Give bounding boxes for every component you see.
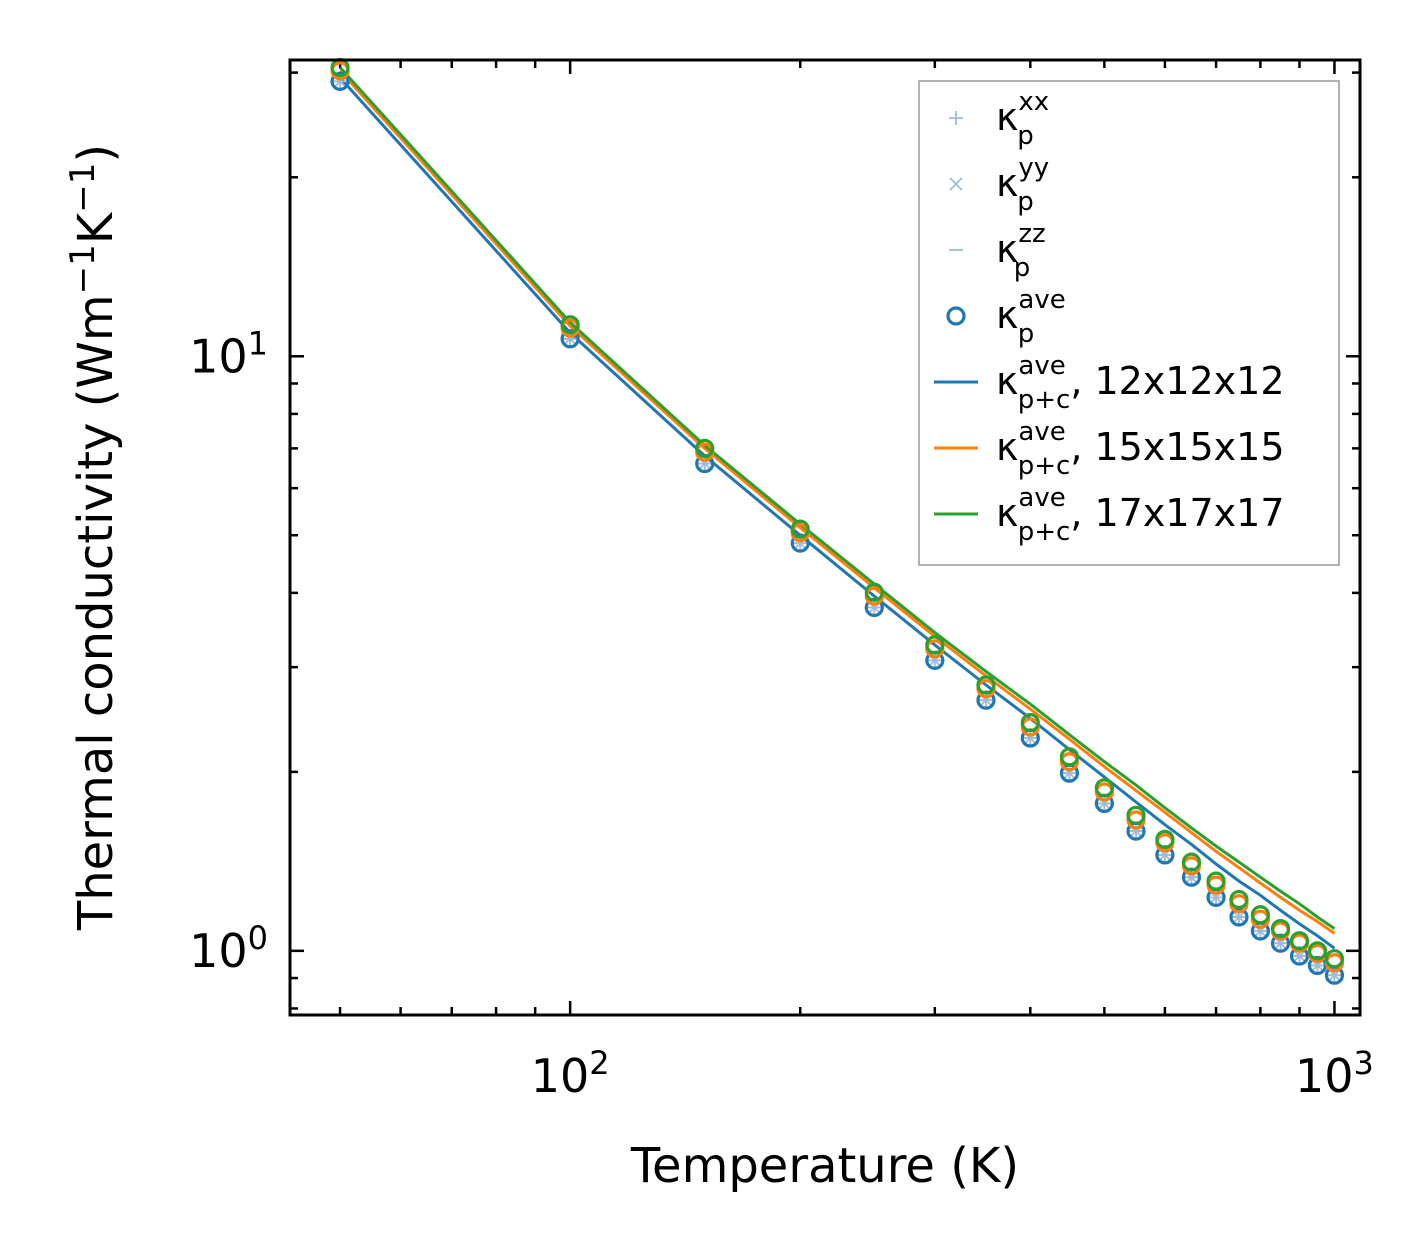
legend-entry-zz: κzz p bbox=[949, 219, 1046, 283]
legend-marker-ave bbox=[946, 306, 966, 326]
data-point-ave-17x17x17 bbox=[976, 675, 996, 695]
x-tick-label: 103 bbox=[1295, 1044, 1374, 1103]
data-point-ave-17x17x17 bbox=[1229, 889, 1249, 910]
legend-label-12x12x12: κave p+c, 12x12x12 bbox=[996, 351, 1285, 415]
data-point-ave-17x17x17 bbox=[1206, 871, 1226, 891]
y-axis-label-exp2: −1 bbox=[63, 163, 103, 213]
legend-entry-line-17x17x17: κave p+c, 17x17x17 bbox=[934, 483, 1285, 547]
legend-marker-xx bbox=[949, 111, 963, 125]
data-point-ave-17x17x17 bbox=[1307, 941, 1328, 961]
data-point-ave-17x17x17 bbox=[1324, 949, 1345, 969]
data-point-ave bbox=[790, 533, 810, 553]
legend-subscript: p bbox=[1017, 121, 1034, 151]
legend-box bbox=[918, 80, 1340, 566]
y-tick-label-exp: 1 bbox=[248, 324, 268, 362]
x-tick-label-base: 10 bbox=[1295, 1049, 1354, 1103]
legend-symbol: κ bbox=[996, 95, 1018, 139]
data-point-ave bbox=[330, 71, 350, 91]
data-point-ave-17x17x17 bbox=[1020, 713, 1040, 733]
legend-label-yy: κyy p bbox=[996, 153, 1049, 217]
data-point-ave-17x17x17 bbox=[1270, 918, 1291, 939]
x-axis-label: Temperature (K) bbox=[630, 1138, 1019, 1194]
legend-superscript: xx bbox=[1018, 87, 1049, 117]
legend-entry-xx: κxx p bbox=[949, 87, 1049, 151]
data-point-ave-17x17x17 bbox=[1250, 905, 1270, 925]
legend-entry-ave: κave p bbox=[946, 285, 1066, 349]
legend-superscript: ave bbox=[1018, 417, 1065, 447]
legend-subscript: p+c bbox=[1018, 517, 1071, 547]
legend-symbol: κ bbox=[996, 227, 1018, 271]
data-point-ave-17x17x17 bbox=[1094, 778, 1114, 798]
legend-subscript: p+c bbox=[1018, 451, 1071, 481]
data-point-ave-17x17x17 bbox=[1289, 931, 1310, 951]
line-series-17x17x17 bbox=[338, 66, 1336, 930]
series-markers bbox=[330, 57, 1345, 985]
y-axis-label-mid: K bbox=[68, 211, 124, 244]
legend-superscript: ave bbox=[1018, 483, 1065, 513]
y-tick-label-exp: 0 bbox=[248, 919, 268, 957]
legend-suffix: , 17x17x17 bbox=[1070, 491, 1284, 535]
legend-superscript: yy bbox=[1018, 153, 1049, 183]
legend-symbol: κ bbox=[996, 425, 1018, 469]
y-tick-label: 100 bbox=[189, 919, 268, 978]
y-axis-label-main: Thermal conductivity (Wm bbox=[68, 294, 124, 931]
legend-label-xx: κxx p bbox=[996, 87, 1049, 151]
data-point-ave-17x17x17 bbox=[864, 582, 884, 602]
legend-subscript: p bbox=[1018, 319, 1035, 349]
x-tick-label-exp: 2 bbox=[589, 1044, 609, 1082]
y-tick-label-base: 10 bbox=[189, 924, 248, 978]
legend-symbol: κ bbox=[996, 293, 1018, 337]
y-tick-label: 101 bbox=[189, 324, 268, 383]
data-point-ave-17x17x17 bbox=[790, 519, 810, 539]
legend-subscript: p bbox=[1017, 187, 1034, 217]
y-axis-label-end: ) bbox=[68, 144, 124, 163]
legend-superscript: ave bbox=[1018, 285, 1065, 315]
legend-superscript: ave bbox=[1018, 351, 1065, 381]
legend-entry-line-15x15x15: κave p+c, 15x15x15 bbox=[934, 417, 1285, 481]
data-point-ave-17x17x17 bbox=[1059, 747, 1080, 767]
legend-symbol: κ bbox=[996, 491, 1018, 535]
y-axis-label-exp1: −1 bbox=[63, 244, 103, 294]
x-tick-label-exp: 3 bbox=[1354, 1044, 1374, 1082]
x-tick-label-base: 10 bbox=[531, 1049, 590, 1103]
legend-marker-yy bbox=[949, 177, 963, 191]
data-point-ave-17x17x17 bbox=[1155, 829, 1175, 849]
legend-label-ave: κave p bbox=[996, 285, 1066, 349]
legend-label-15x15x15: κave p+c, 15x15x15 bbox=[996, 417, 1285, 481]
y-tick-label-base: 10 bbox=[189, 329, 248, 383]
legend-subscript: p+c bbox=[1018, 385, 1071, 415]
legend-superscript: zz bbox=[1018, 219, 1045, 249]
series-lines bbox=[338, 66, 1336, 950]
data-point-ave-17x17x17 bbox=[1181, 852, 1202, 872]
legend-label-17x17x17: κave p+c, 17x17x17 bbox=[996, 483, 1285, 547]
data-point-ave-17x17x17 bbox=[1126, 805, 1146, 825]
legend-suffix: , 15x15x15 bbox=[1070, 425, 1284, 469]
legend-entry-line-12x12x12: κave p+c, 12x12x12 bbox=[934, 351, 1285, 415]
legend-label-zz: κzz p bbox=[996, 219, 1046, 283]
x-tick-label: 102 bbox=[531, 1044, 610, 1103]
data-point-ave-17x17x17 bbox=[925, 635, 945, 655]
data-point-ave-17x17x17 bbox=[695, 438, 715, 458]
legend-entry-yy: κyy p bbox=[949, 153, 1049, 217]
data-point-ave-17x17x17 bbox=[560, 315, 580, 335]
legend-symbol: κ bbox=[996, 359, 1018, 403]
y-axis-label: Thermal conductivity (Wm−1K−1) bbox=[63, 144, 124, 931]
line-series-15x15x15 bbox=[338, 69, 1336, 935]
line-series-12x12x12 bbox=[338, 76, 1336, 950]
legend-subscript: p bbox=[1014, 253, 1031, 283]
legend-suffix: , 12x12x12 bbox=[1070, 359, 1284, 403]
data-point-ave bbox=[560, 329, 580, 349]
plot-frame bbox=[288, 58, 1362, 1017]
legend-symbol: κ bbox=[996, 161, 1018, 205]
